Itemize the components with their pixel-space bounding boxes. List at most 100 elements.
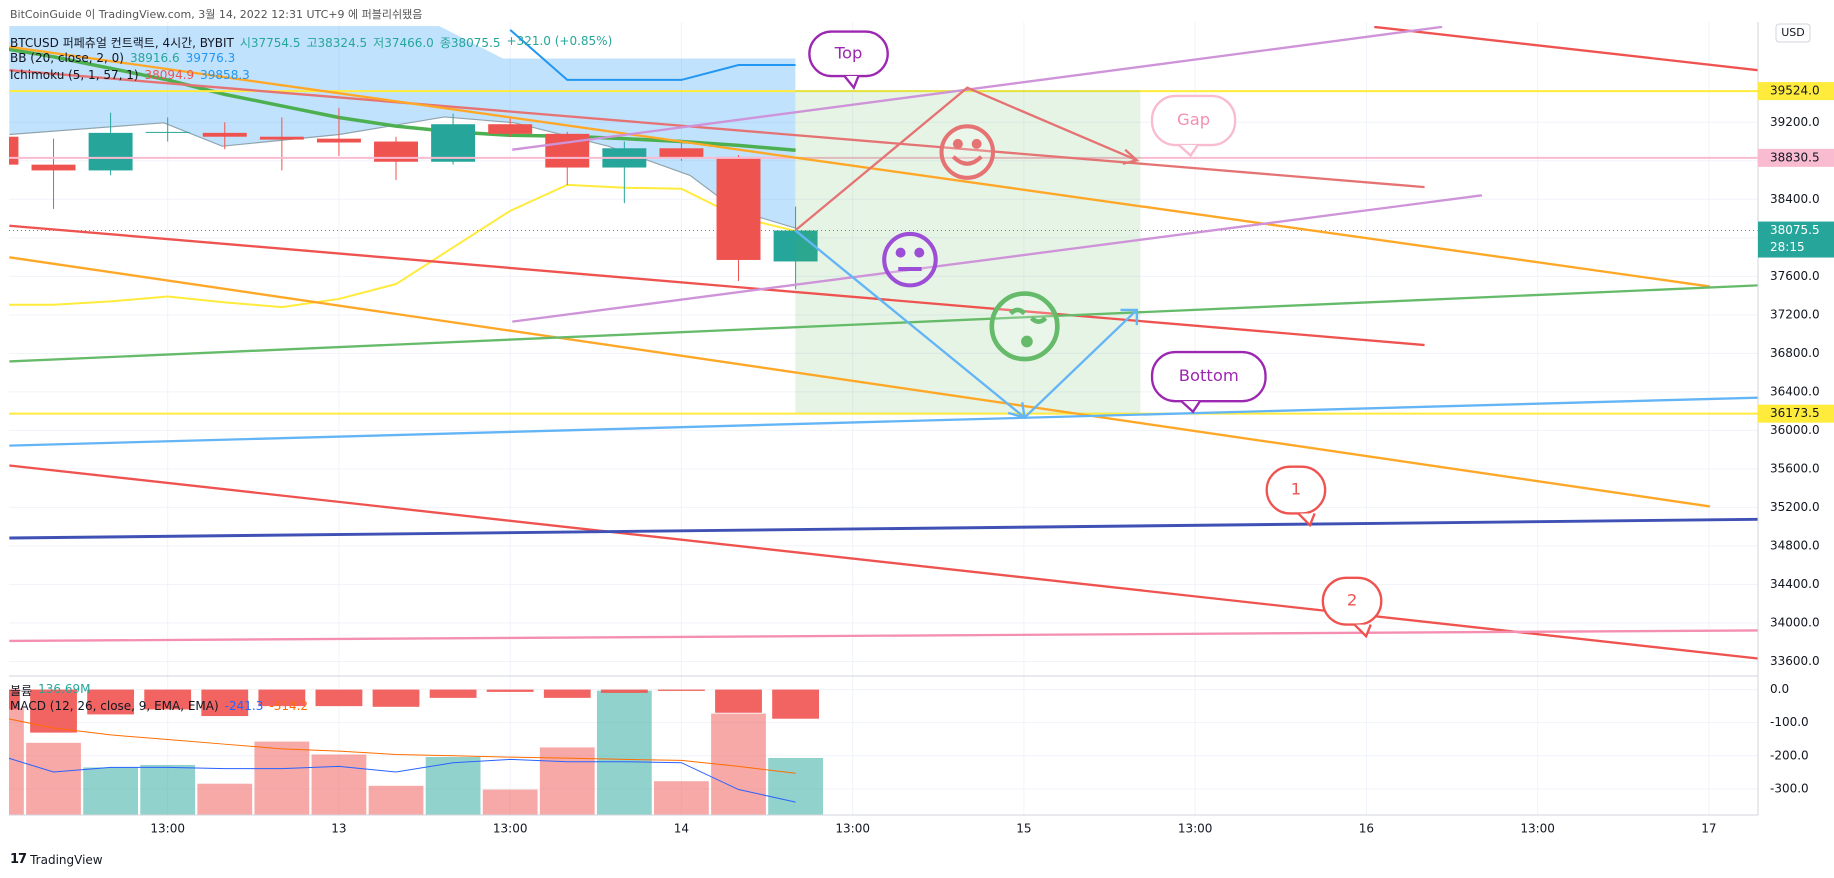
y-tick-label: -100.0 bbox=[1770, 715, 1809, 729]
y-tick-label: -300.0 bbox=[1770, 781, 1809, 795]
volume-bar bbox=[768, 757, 823, 815]
indicator-value: 38916.6 bbox=[129, 51, 180, 65]
volume-bar bbox=[311, 754, 367, 815]
source-text: BitCoinGuide 이 TradingView.com, 3월 14, 2… bbox=[10, 8, 423, 21]
y-tick-label: 0.0 bbox=[1770, 682, 1789, 696]
annotation: 1 bbox=[1291, 480, 1301, 499]
price-label-box bbox=[1758, 148, 1834, 167]
macd-histogram-bar bbox=[772, 689, 819, 719]
volume-bar bbox=[254, 741, 310, 815]
candle-body bbox=[202, 132, 247, 137]
indicator-value: 39858.3 bbox=[200, 68, 250, 82]
price-label-box bbox=[1758, 404, 1834, 423]
indicator-line bbox=[509, 29, 796, 81]
callout: Gap bbox=[1150, 94, 1237, 158]
y-tick-label: 34000.0 bbox=[1770, 615, 1820, 629]
volume-bar bbox=[26, 742, 81, 815]
y-tick-label: 37600.0 bbox=[1770, 269, 1820, 283]
x-tick-label: 13:00 bbox=[1178, 822, 1213, 836]
callout: Top bbox=[808, 30, 889, 91]
ohlc: 시37754.5 bbox=[239, 36, 301, 50]
arrow-head bbox=[1122, 148, 1140, 165]
series bbox=[9, 29, 818, 309]
x-tick-label: 13:00 bbox=[835, 822, 870, 836]
trendline bbox=[9, 396, 1758, 447]
candle-body bbox=[145, 131, 190, 133]
x-tick-label: 17 bbox=[1701, 822, 1716, 836]
symbol-title: BTCUSD 퍼페츄얼 컨트랙트, 4시간, BYBIT bbox=[10, 36, 234, 50]
indicator-value: 136.69M bbox=[38, 682, 91, 696]
candle-body bbox=[488, 124, 533, 134]
candle-body bbox=[773, 230, 818, 262]
indicator-name: MACD (12, 26, close, 9, EMA, EMA) bbox=[10, 699, 219, 713]
annotation: Gap bbox=[1177, 110, 1210, 129]
x-tick-label: 13 bbox=[331, 822, 346, 836]
arrow-head bbox=[1120, 308, 1139, 326]
callout: 1 bbox=[1265, 465, 1327, 528]
macd-histogram-bar bbox=[658, 689, 705, 691]
candle-body bbox=[545, 133, 590, 168]
y-tick-label: 34800.0 bbox=[1770, 538, 1820, 552]
legend-volume: 볼륨 136.69M bbox=[10, 682, 90, 699]
trendline bbox=[9, 45, 1711, 288]
drawings: Top Gap Bottom 1 2 bbox=[9, 26, 1758, 660]
indicator-value: 39776.3 bbox=[185, 51, 236, 65]
candle-body bbox=[431, 124, 476, 162]
indicator-name: 볼륨 bbox=[10, 684, 33, 698]
change: +321.0 (+0.85%) bbox=[506, 34, 613, 48]
trendline bbox=[512, 194, 1483, 323]
candle-body bbox=[31, 164, 76, 171]
candle-body bbox=[374, 141, 418, 162]
trendline bbox=[9, 256, 1711, 508]
macd-histogram-bar bbox=[9, 689, 20, 710]
trendline bbox=[9, 517, 1758, 540]
price-label: 38075.5 bbox=[1770, 223, 1820, 237]
y-tick-label: 38400.0 bbox=[1770, 192, 1820, 206]
axis: 13:00 13 13:00 14 13:00 15 13:00 16 13:00 17 33600… bbox=[150, 82, 1834, 836]
trendline bbox=[9, 464, 1758, 660]
legend-bb: BB (20, close, 2, 0) 38916.6 39776.3 bbox=[10, 51, 235, 65]
y-tick-label: 34400.0 bbox=[1770, 577, 1820, 591]
price-axis bbox=[1758, 0, 1834, 878]
indicator-name: BB (20, close, 2, 0) bbox=[10, 51, 124, 65]
macd-histogram-bar bbox=[30, 689, 77, 733]
logo: 17 bbox=[10, 852, 27, 867]
ichimoku-cloud bbox=[9, 26, 796, 229]
y-tick-label: 37200.0 bbox=[1770, 307, 1820, 321]
currency-badge bbox=[1775, 23, 1811, 43]
candle-body bbox=[88, 132, 133, 171]
candle-body bbox=[9, 136, 19, 165]
y-tick-label: 36800.0 bbox=[1770, 346, 1820, 360]
volume-bar bbox=[425, 757, 481, 815]
macd-histogram-bar bbox=[201, 689, 249, 717]
y-tick-label: 33600.0 bbox=[1770, 654, 1820, 668]
x-tick-label: 13:00 bbox=[493, 822, 528, 836]
macd-line bbox=[9, 757, 796, 803]
trendline bbox=[9, 224, 1425, 347]
indicator-name: Ichimoku (5, 1, 57, 1) bbox=[10, 68, 139, 82]
annotation: Bottom bbox=[1179, 366, 1239, 385]
ohlc: 저37466.0 bbox=[373, 36, 434, 50]
signal-line bbox=[9, 718, 796, 774]
y-tick-label: 35200.0 bbox=[1770, 500, 1820, 514]
x-tick-label: 13:00 bbox=[150, 822, 185, 836]
trendline bbox=[9, 629, 1758, 643]
macd-histogram-bar bbox=[600, 689, 648, 693]
arrow-path bbox=[794, 86, 1138, 232]
lower-pane bbox=[9, 689, 823, 815]
candle-body bbox=[659, 148, 704, 157]
candle-body bbox=[716, 156, 761, 260]
volume-bar bbox=[197, 783, 253, 815]
footer: 17 TradingView bbox=[10, 852, 103, 867]
indicator-line bbox=[9, 47, 796, 152]
macd-histogram-bar bbox=[315, 689, 363, 707]
trendline bbox=[9, 69, 1425, 189]
candle-body bbox=[316, 138, 361, 143]
volume-bar bbox=[83, 767, 139, 815]
ohlc: 고38324.5 bbox=[306, 36, 368, 50]
volume-bar bbox=[140, 764, 196, 815]
range-box bbox=[795, 90, 1141, 413]
candle-body bbox=[259, 136, 304, 140]
x-tick-label: 14 bbox=[674, 822, 689, 836]
